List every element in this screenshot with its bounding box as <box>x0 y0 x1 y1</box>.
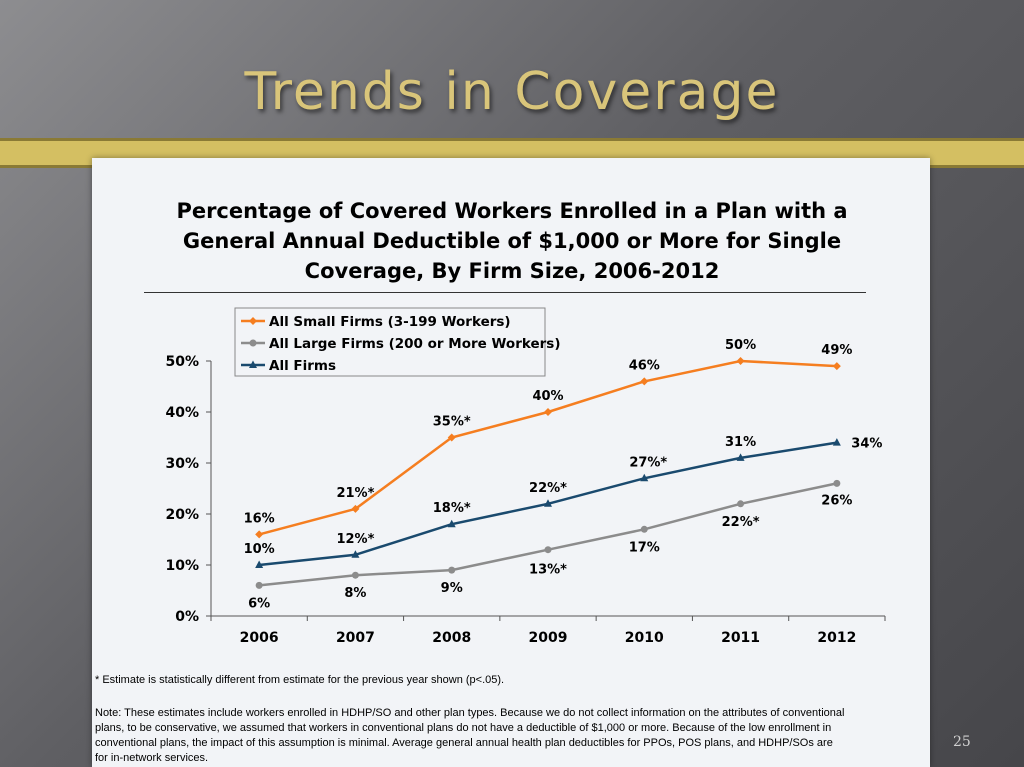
data-label: 10% <box>244 542 275 557</box>
data-label: 9% <box>441 581 463 596</box>
data-label: 50% <box>725 338 756 353</box>
data-point <box>544 499 552 507</box>
data-label: 35%* <box>433 415 471 430</box>
chart-title-line-1: Percentage of Covered Workers Enrolled i… <box>176 199 848 223</box>
data-point <box>447 519 456 528</box>
data-point <box>544 408 552 416</box>
legend-label: All Firms <box>269 358 336 374</box>
y-tick-label: 10% <box>165 558 199 574</box>
data-label: 18%* <box>433 501 471 516</box>
chart-title-line-3: Coverage, By Firm Size, 2006-2012 <box>304 259 720 283</box>
data-label: 6% <box>248 596 270 611</box>
data-label: 31% <box>725 435 756 450</box>
legend-box <box>234 307 546 377</box>
data-point <box>640 377 649 386</box>
data-point <box>736 357 745 365</box>
data-point <box>544 546 552 554</box>
y-tick-label: 40% <box>165 405 199 421</box>
note: Note: These estimates include workers en… <box>95 707 845 764</box>
data-label: 22%* <box>722 515 760 530</box>
y-tick-label: 50% <box>165 354 199 370</box>
data-point <box>255 530 264 539</box>
data-point <box>255 581 263 589</box>
title-rule <box>144 292 866 293</box>
x-tick-label: 2010 <box>625 630 664 646</box>
data-label: 16% <box>244 511 275 526</box>
page-number: 25 <box>953 734 971 750</box>
x-tick-label: 2011 <box>721 630 760 646</box>
slide-title: Trends in Coverage <box>244 62 780 122</box>
data-label: 12%* <box>336 532 374 547</box>
data-label: 17% <box>629 540 660 555</box>
data-point <box>640 525 648 533</box>
line-chart: 0% 10% 20% 30% 40% 50% 2006 2007 2008 2009 2010 201… <box>165 307 886 646</box>
data-point <box>447 433 456 442</box>
data-label: 34% <box>851 437 882 452</box>
data-point <box>737 500 745 508</box>
data-label: 21%* <box>336 486 374 501</box>
x-tick-label: 2009 <box>529 630 568 646</box>
legend-marker <box>249 360 257 368</box>
data-label: 22%* <box>529 481 567 496</box>
legend-label: All Large Firms (200 or More Workers) <box>269 336 560 352</box>
x-tick-label: 2007 <box>336 630 375 646</box>
x-tick-label: 2012 <box>817 630 856 646</box>
data-label: 40% <box>532 389 563 404</box>
data-label: 27%* <box>629 455 667 470</box>
footnote: * Estimate is statistically different fr… <box>95 674 505 686</box>
legend-marker <box>249 317 257 325</box>
chart-panel: Percentage of Covered Workers Enrolled i… <box>92 158 930 767</box>
data-point <box>351 571 359 579</box>
data-point <box>351 550 360 558</box>
data-point <box>736 453 745 461</box>
data-point <box>255 560 264 568</box>
data-label: 8% <box>344 586 366 601</box>
data-label: 49% <box>821 343 852 358</box>
data-label: 46% <box>629 358 660 373</box>
data-label: 26% <box>821 493 852 508</box>
y-tick-label: 30% <box>165 456 199 472</box>
x-tick-label: 2006 <box>240 630 279 646</box>
chart-title-line-2: General Annual Deductible of $1,000 or M… <box>182 229 842 253</box>
data-point <box>448 566 456 574</box>
data-point <box>640 473 649 482</box>
data-label: 13%* <box>529 563 567 578</box>
x-tick-label: 2008 <box>432 630 471 646</box>
data-point <box>832 438 841 446</box>
legend-label: All Small Firms (3-199 Workers) <box>269 314 511 330</box>
legend-marker <box>249 339 257 347</box>
data-point <box>833 479 841 487</box>
chart-title: Percentage of Covered Workers Enrolled i… <box>132 196 892 286</box>
data-point <box>351 504 360 513</box>
y-tick-label: 0% <box>175 609 199 625</box>
y-tick-label: 20% <box>165 507 199 523</box>
data-point <box>832 362 841 371</box>
